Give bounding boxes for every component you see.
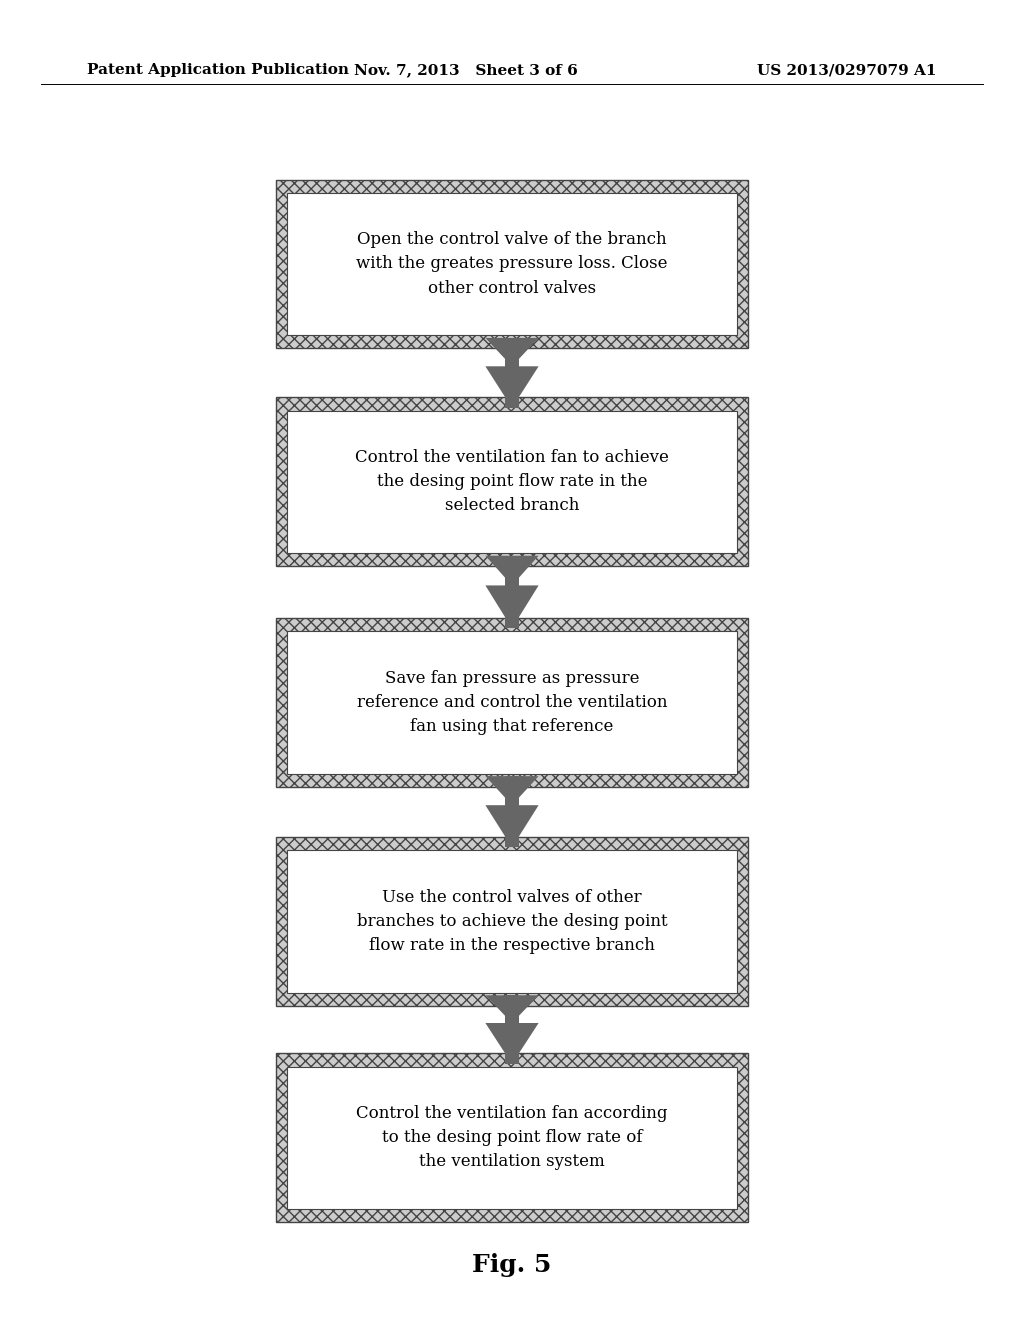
Text: Control the ventilation fan to achieve
the desing point flow rate in the
selecte: Control the ventilation fan to achieve t… (355, 449, 669, 515)
Text: Control the ventilation fan according
to the desing point flow rate of
the venti: Control the ventilation fan according to… (356, 1105, 668, 1171)
Text: Patent Application Publication: Patent Application Publication (87, 63, 349, 78)
FancyBboxPatch shape (276, 397, 748, 566)
Polygon shape (485, 776, 539, 805)
FancyBboxPatch shape (505, 995, 519, 1064)
FancyBboxPatch shape (287, 411, 737, 553)
FancyBboxPatch shape (276, 618, 748, 787)
FancyBboxPatch shape (505, 338, 519, 408)
Polygon shape (485, 366, 539, 408)
Polygon shape (485, 338, 539, 366)
Polygon shape (485, 805, 539, 847)
Text: Open the control valve of the branch
with the greates pressure loss. Close
other: Open the control valve of the branch wit… (356, 231, 668, 297)
Text: Save fan pressure as pressure
reference and control the ventilation
fan using th: Save fan pressure as pressure reference … (356, 669, 668, 735)
Polygon shape (485, 556, 539, 586)
FancyBboxPatch shape (505, 776, 519, 847)
Text: Fig. 5: Fig. 5 (472, 1253, 552, 1276)
FancyBboxPatch shape (287, 850, 737, 993)
FancyBboxPatch shape (276, 1053, 748, 1222)
FancyBboxPatch shape (287, 1067, 737, 1209)
Polygon shape (485, 1023, 539, 1064)
Text: Use the control valves of other
branches to achieve the desing point
flow rate i: Use the control valves of other branches… (356, 888, 668, 954)
FancyBboxPatch shape (276, 180, 748, 348)
FancyBboxPatch shape (287, 193, 737, 335)
Polygon shape (485, 995, 539, 1023)
FancyBboxPatch shape (276, 837, 748, 1006)
Polygon shape (485, 586, 539, 628)
FancyBboxPatch shape (287, 631, 737, 774)
FancyBboxPatch shape (505, 556, 519, 628)
Text: US 2013/0297079 A1: US 2013/0297079 A1 (758, 63, 937, 78)
Text: Nov. 7, 2013   Sheet 3 of 6: Nov. 7, 2013 Sheet 3 of 6 (354, 63, 578, 78)
